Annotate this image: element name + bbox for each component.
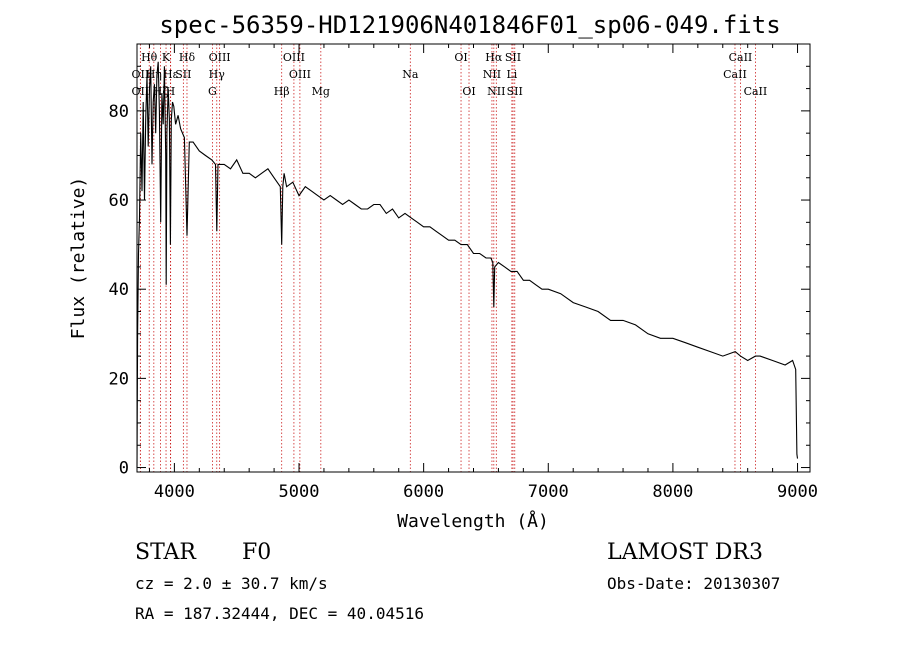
line-label: OI <box>462 85 475 98</box>
y-tick-label: 40 <box>109 280 129 300</box>
object-subclass: F0 <box>242 540 272 565</box>
line-label: Hε <box>163 68 179 81</box>
x-tick-label: 9000 <box>777 482 818 502</box>
x-axis-ticks: 4000 5000 6000 7000 8000 9000 <box>148 44 818 502</box>
x-axis-label: Wavelength (Å) <box>397 510 549 532</box>
line-label: Hη <box>146 68 162 81</box>
line-label: OI <box>454 51 467 64</box>
line-label: OIII <box>209 51 231 64</box>
x-tick-label: 6000 <box>403 482 444 502</box>
line-label: Hβ <box>274 85 290 98</box>
line-label: CaII <box>729 51 753 64</box>
line-label: OIII <box>289 68 311 81</box>
line-label: CaII <box>744 85 768 98</box>
line-label: Mg <box>312 85 330 98</box>
line-label: OII <box>132 85 150 98</box>
line-label: SII <box>175 68 191 81</box>
line-label: NII <box>483 68 501 81</box>
survey-name: LAMOST DR3 <box>607 540 763 565</box>
line-label: NII <box>487 85 505 98</box>
line-label: H <box>166 85 176 98</box>
emission-line-markers <box>139 44 756 472</box>
line-label: Hθ <box>141 51 158 64</box>
chart-title: spec-56359-HD121906N401846F01_sp06-049.f… <box>159 11 780 39</box>
coordinates: RA = 187.32444, DEC = 40.04516 <box>135 604 424 623</box>
y-tick-label: 0 <box>119 459 129 479</box>
line-label: OII <box>132 68 150 81</box>
x-tick-label: 8000 <box>652 482 693 502</box>
redshift-cz: cz = 2.0 ± 30.7 km/s <box>135 574 328 593</box>
x-tick-label: 5000 <box>279 482 320 502</box>
x-tick-label: 7000 <box>528 482 569 502</box>
y-axis-ticks: 0 20 40 60 80 <box>109 65 810 479</box>
line-label: CaII <box>723 68 747 81</box>
plot-frame <box>136 43 811 473</box>
y-tick-label: 20 <box>109 369 129 389</box>
line-label: SII <box>505 51 521 64</box>
line-label: SII <box>507 85 523 98</box>
line-label: K <box>162 51 171 64</box>
line-label: Hγ <box>209 68 226 81</box>
line-label: Li <box>506 68 517 81</box>
y-tick-label: 80 <box>109 102 129 122</box>
flux-curve <box>136 61 799 468</box>
line-label: G <box>208 85 217 98</box>
line-label: OIII <box>283 51 305 64</box>
x-tick-label: 4000 <box>154 482 195 502</box>
object-class: STAR <box>135 540 196 565</box>
y-tick-label: 60 <box>109 191 129 211</box>
y-axis-label: Flux (relative) <box>68 177 89 340</box>
observation-date: Obs-Date: 20130307 <box>607 574 781 593</box>
line-label: Na <box>402 68 419 81</box>
line-label: Hα <box>485 51 503 64</box>
line-label: Hδ <box>179 51 196 64</box>
